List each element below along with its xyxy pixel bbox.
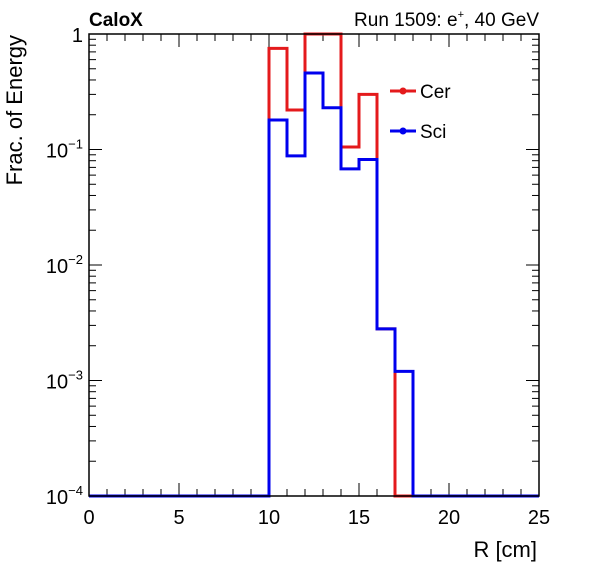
x-tick-labels: 0 5 10 15 20 25 <box>83 507 550 529</box>
x-tick-label: 20 <box>438 507 460 529</box>
x-axis-label: R [cm] <box>473 537 537 562</box>
series-line-sci <box>89 71 539 498</box>
x-tick-label: 0 <box>83 507 94 529</box>
chart-title-right: Run 1509: e+, 40 GeV <box>354 9 539 31</box>
legend-label: Cer <box>420 82 451 103</box>
y-axis-label: Frac. of Energy <box>2 35 27 185</box>
x-tick-label: 10 <box>258 507 280 529</box>
series-line-cer <box>89 32 539 498</box>
legend: Cer Sci <box>390 82 451 143</box>
y-tick-labels: 1 10−1 10−2 10−3 10−4 <box>46 25 83 509</box>
legend-marker <box>399 87 407 95</box>
y-tick-label: 10−2 <box>46 252 83 278</box>
x-tick-label: 15 <box>348 507 370 529</box>
x-tick-label: 5 <box>173 507 184 529</box>
y-tick-label: 1 <box>72 25 83 47</box>
legend-marker <box>399 127 407 135</box>
y-tick-label: 10−4 <box>46 483 83 509</box>
axis-ticks <box>88 33 540 497</box>
series-layer <box>89 32 539 498</box>
y-tick-label: 10−3 <box>46 368 83 394</box>
x-tick-label: 25 <box>528 507 550 529</box>
legend-label: Sci <box>420 122 446 143</box>
y-tick-label: 10−1 <box>46 137 83 163</box>
plot-frame <box>88 33 540 497</box>
chart-title-left: CaloX <box>89 10 143 31</box>
